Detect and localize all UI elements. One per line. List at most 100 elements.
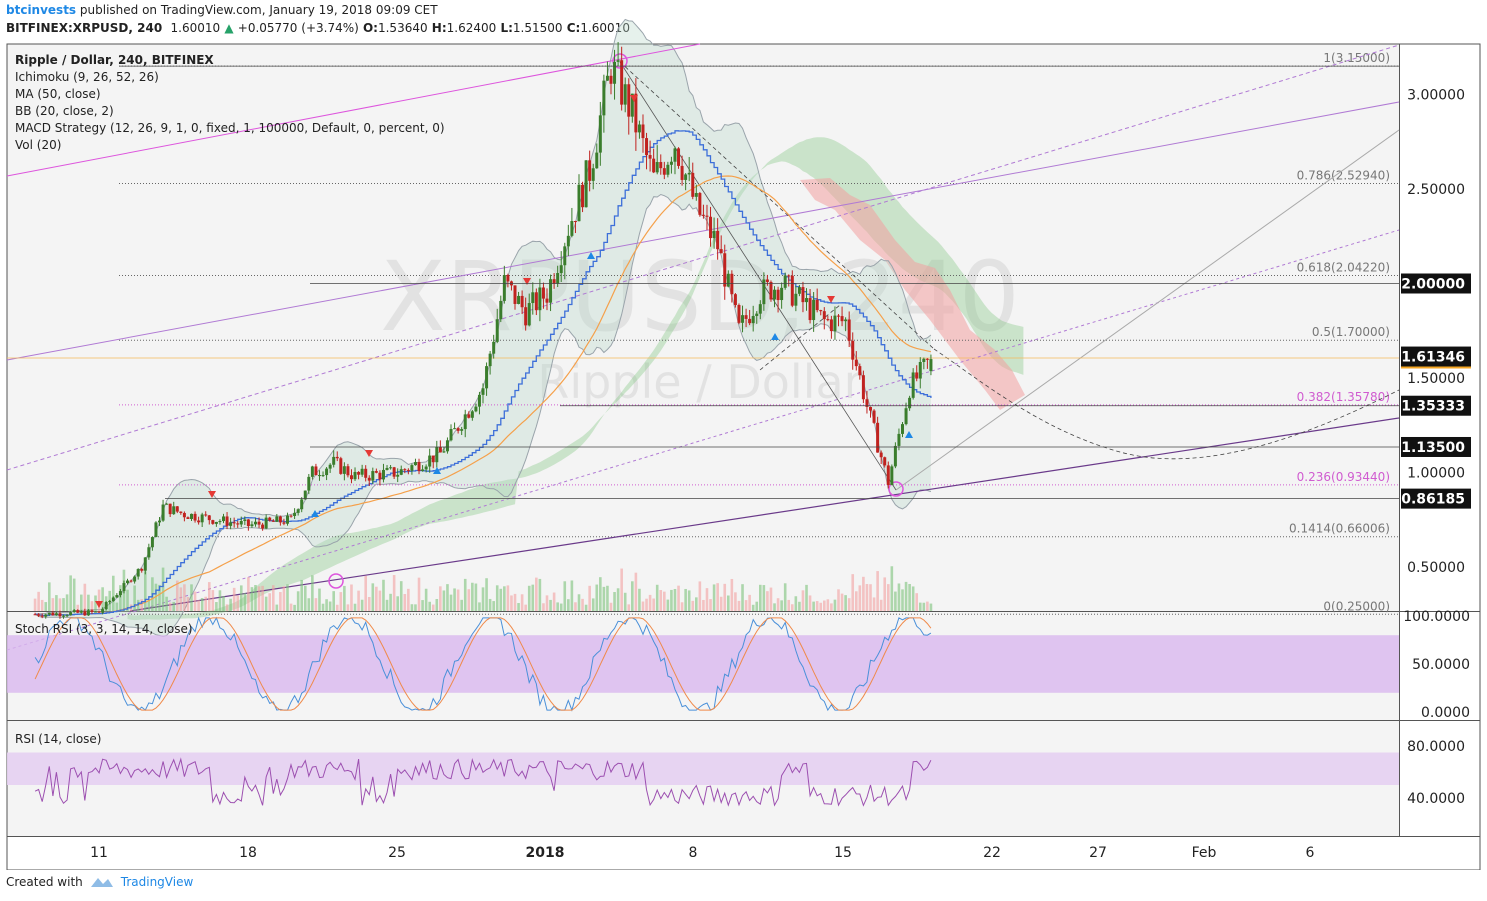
volume-bar [901, 589, 904, 611]
volume-bar [257, 586, 261, 611]
candle-body [374, 471, 378, 473]
buy-arrow-icon [905, 431, 913, 438]
volume-bar [215, 602, 218, 611]
moving-averages [34, 130, 932, 617]
candle-body [417, 462, 421, 471]
candle-body [285, 515, 289, 524]
candle-body [872, 410, 876, 423]
candle-body [837, 315, 841, 317]
candle-body [897, 433, 901, 446]
volume-bar [687, 590, 691, 611]
candle-body [325, 468, 329, 476]
candle-body [385, 467, 389, 470]
volume-bar [175, 580, 179, 611]
candle-body [563, 246, 567, 266]
sell-arrow-icon [630, 95, 638, 102]
candle-body [648, 155, 652, 159]
candle-body [673, 148, 677, 162]
volume-bar [559, 603, 563, 611]
volume-bar [126, 589, 129, 611]
volume-bar [143, 571, 147, 611]
volume-bar [798, 601, 801, 611]
volume-bar [886, 584, 890, 611]
candle-body [83, 611, 87, 616]
volume-bar [837, 589, 840, 611]
volume-bar [872, 597, 876, 611]
volume-bar [254, 585, 257, 611]
volume-bar [236, 595, 240, 611]
volume-bar [684, 588, 687, 611]
volume-bar [545, 595, 549, 611]
candle-body [406, 469, 410, 471]
candle-body [513, 285, 517, 304]
volume-bar [549, 599, 552, 611]
chart-canvas[interactable]: XRPUSD, 240 Ripple / Dollar 1(3.15000) 0.… [0, 0, 1487, 870]
volume-bar [744, 600, 748, 611]
volume-bar [805, 584, 808, 611]
volume-bar [673, 588, 677, 611]
volume-bar [424, 588, 428, 611]
main-pane[interactable] [7, 44, 1399, 611]
candle-body [680, 165, 684, 180]
high-value: 1.62400 [446, 21, 497, 35]
volume-bar [343, 585, 346, 611]
author-link[interactable]: btcinvests [6, 3, 77, 17]
candle-body [641, 124, 645, 139]
candle-body [182, 512, 186, 518]
volume-bar [69, 575, 72, 611]
volume-bar [222, 596, 225, 611]
low-value: 1.51500 [512, 21, 563, 35]
volume-bar [289, 603, 293, 611]
volume-bar [392, 575, 396, 611]
volume-bar [446, 584, 449, 611]
candle-body [712, 230, 716, 239]
volume-bar [922, 602, 926, 611]
volume-bar [826, 599, 830, 611]
candle-body [310, 466, 314, 477]
stoch-rsi: 100.0000 50.0000 0.0000 Stoch RSI (3, 3, 14… [7, 609, 1470, 721]
legend-item: MA (50, close) [15, 87, 101, 101]
tradingview-link[interactable]: TradingView [120, 875, 194, 889]
candle-body [861, 375, 865, 400]
volume-bar [325, 599, 328, 611]
candle-body [805, 298, 809, 303]
rsi: 80.0000 40.0000 RSI (14, close) [7, 732, 1465, 807]
volume-bar [399, 581, 403, 611]
volume-bar [403, 593, 407, 611]
candle-body [701, 214, 705, 216]
volume-bar [367, 597, 371, 611]
candle-body [367, 477, 371, 481]
candle-body [445, 440, 449, 452]
volume-bar [510, 595, 513, 611]
candle-body [762, 279, 766, 305]
candle-body [449, 429, 453, 441]
ma50-line [34, 175, 932, 617]
volume-bar [360, 599, 364, 611]
candle-body [225, 516, 229, 526]
sell-arrow-icon [208, 491, 216, 498]
volume-bar [435, 599, 439, 611]
volume-bar [492, 601, 495, 611]
candle-body [467, 414, 471, 418]
candle-body [922, 358, 926, 363]
volume-bar [303, 585, 307, 611]
volume-bar [119, 585, 122, 611]
volume-bar [769, 587, 773, 611]
candle-body [438, 447, 442, 453]
candle-body [787, 275, 791, 277]
legend-item: BB (20, close, 2) [15, 104, 114, 118]
volume-bar [307, 598, 311, 611]
volume-bar [328, 601, 332, 611]
time-axis[interactable]: 11 18 25 2018 8 15 22 27 Feb 6 [90, 845, 1314, 861]
horizontal-levels [119, 65, 1399, 500]
candle-body [190, 513, 193, 519]
volume-bar [442, 590, 446, 611]
candle-body [851, 340, 855, 360]
candle-body [62, 615, 66, 617]
candle-body [620, 60, 624, 105]
candle-body [869, 406, 873, 411]
watermark: XRPUSD, 240 Ripple / Dollar [380, 241, 1020, 409]
volume-bar [193, 591, 197, 611]
volume-bar [631, 581, 634, 611]
candle-body [175, 506, 179, 512]
